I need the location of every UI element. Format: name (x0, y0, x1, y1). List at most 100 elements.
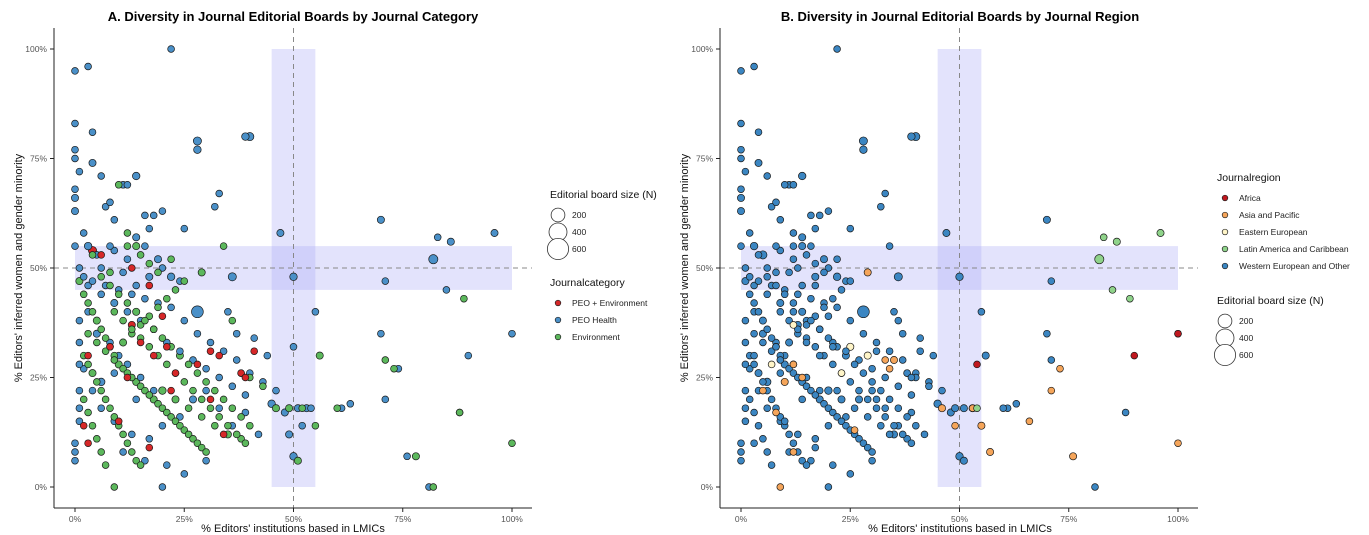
data-point (180, 277, 189, 285)
data-point (763, 290, 771, 299)
data-point (745, 395, 754, 404)
data-point (811, 312, 820, 320)
data-point (798, 233, 807, 242)
data-point (973, 360, 981, 369)
data-point (289, 343, 298, 351)
data-point (71, 145, 79, 154)
data-point (84, 408, 92, 417)
data-point (855, 395, 863, 404)
data-point (824, 334, 833, 342)
data-point (197, 268, 206, 277)
data-point (101, 202, 110, 211)
data-point (912, 421, 920, 430)
data-point (737, 207, 745, 216)
data-point (93, 378, 101, 386)
data-point (737, 154, 745, 163)
data-point (232, 356, 241, 364)
data-point (833, 45, 841, 53)
data-point (750, 351, 758, 360)
data-point (192, 136, 202, 146)
data-point (872, 347, 881, 355)
data-point (938, 386, 946, 395)
data-point (158, 312, 167, 320)
data-point (1108, 286, 1117, 294)
data-point (145, 259, 154, 268)
data-point (219, 242, 228, 250)
data-point (219, 430, 228, 439)
data-point (749, 241, 759, 251)
data-point (490, 229, 499, 237)
data-point (128, 264, 136, 272)
data-point (455, 408, 464, 417)
data-point (745, 273, 754, 281)
data-point (145, 435, 154, 443)
data-point (881, 373, 889, 382)
data-point (811, 343, 820, 351)
data-point (442, 286, 451, 294)
data-point (929, 351, 938, 360)
data-point (741, 386, 750, 395)
y-tick-label: 50% (30, 263, 47, 273)
data-point (307, 404, 315, 412)
data-point (872, 404, 881, 412)
data-point (180, 224, 189, 233)
data-point (754, 128, 763, 136)
data-point (789, 369, 798, 377)
y-tick-label: 100% (25, 44, 47, 54)
data-point (789, 229, 798, 237)
y-tick-label: 25% (30, 373, 47, 383)
data-point (750, 62, 758, 71)
data-point (141, 316, 149, 325)
data-point (1047, 277, 1056, 285)
data-point (890, 308, 898, 316)
data-point (377, 329, 385, 338)
data-point (171, 286, 180, 294)
data-point (855, 435, 863, 443)
data-point (763, 273, 771, 281)
data-point (141, 242, 149, 250)
data-point (71, 67, 79, 75)
data-point (754, 308, 763, 316)
data-point (1126, 294, 1134, 303)
data-point (842, 347, 850, 355)
data-point (193, 369, 202, 377)
size-legend-key (1213, 343, 1237, 367)
x-axis-label: % Editors' institutions based in LMICs (201, 523, 385, 535)
data-point (101, 395, 110, 404)
data-point (206, 404, 215, 412)
data-point (1130, 351, 1139, 360)
data-point (881, 356, 889, 364)
data-point (180, 316, 189, 325)
data-point (807, 242, 815, 250)
data-point (846, 378, 855, 386)
data-point (191, 305, 204, 319)
data-point (758, 316, 767, 325)
data-point (123, 299, 132, 307)
data-point (820, 268, 828, 277)
data-point (184, 404, 193, 412)
y-tick-label: 0% (35, 482, 48, 492)
data-point (106, 404, 114, 412)
data-point (829, 294, 837, 303)
data-point (877, 386, 885, 395)
data-point (785, 268, 793, 277)
data-point (881, 404, 889, 412)
data-point (136, 373, 145, 382)
data-point (811, 259, 820, 268)
data-point (154, 255, 162, 264)
data-point (176, 413, 184, 421)
data-point (114, 181, 123, 189)
data-point (1047, 386, 1056, 395)
data-point (346, 400, 355, 408)
data-point (789, 299, 798, 307)
data-point (868, 456, 876, 465)
data-point (202, 378, 210, 386)
data-point (885, 347, 894, 355)
data-point (250, 347, 258, 355)
data-point (211, 202, 219, 211)
data-point (272, 386, 280, 395)
data-point (1121, 408, 1130, 417)
data-point (88, 386, 97, 395)
data-point (824, 264, 833, 272)
data-point (776, 299, 785, 307)
